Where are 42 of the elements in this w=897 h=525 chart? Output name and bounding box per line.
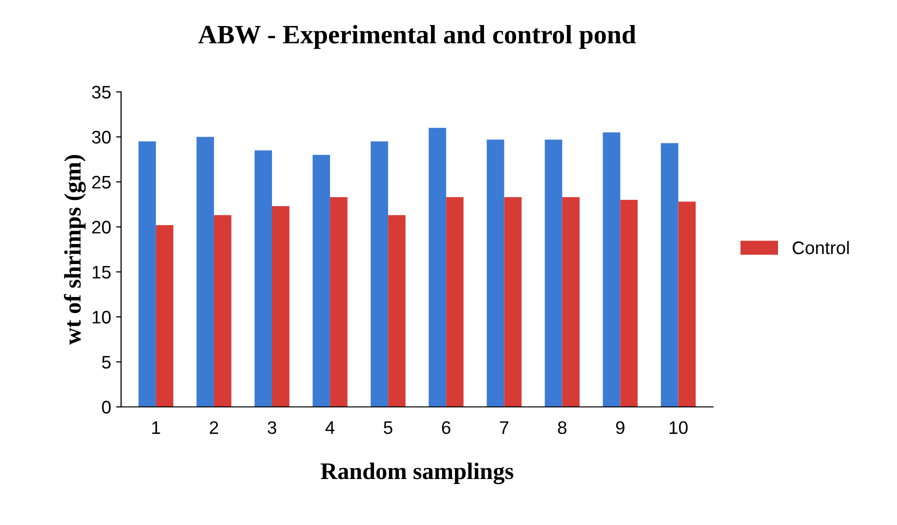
x-tick-label: 4 [325, 421, 335, 434]
bar [602, 132, 620, 407]
y-tick-label: 0 [102, 400, 111, 414]
bar [312, 154, 330, 407]
y-tick-label: 5 [102, 356, 111, 369]
bar [562, 197, 580, 407]
bar [330, 197, 348, 407]
bar [486, 140, 504, 407]
legend-label: Control [792, 240, 849, 254]
y-tick-label: 25 [92, 176, 111, 189]
y-tick-label: 30 [92, 130, 111, 144]
y-tick-label: 20 [92, 220, 111, 234]
x-tick-label: 10 [670, 421, 688, 434]
bar [388, 215, 406, 407]
bar [156, 225, 174, 407]
bar [196, 136, 214, 407]
bar [620, 200, 638, 407]
x-tick-label: 2 [210, 421, 218, 434]
chart-title: ABW - Experimental and control pond [198, 24, 636, 49]
bar [138, 141, 156, 407]
y-tick-label: 15 [92, 266, 111, 279]
bar [214, 215, 232, 407]
bar [428, 128, 446, 407]
bar [678, 202, 696, 407]
bar [504, 197, 522, 407]
bar [660, 143, 678, 407]
x-tick-label: 5 [384, 421, 392, 434]
bar [272, 206, 290, 407]
bar [544, 140, 562, 407]
x-tick-label: 1 [152, 421, 160, 434]
x-axis-title: Random samplings [320, 462, 514, 484]
y-tick-label: 10 [92, 310, 111, 324]
x-tick-label: 8 [558, 421, 566, 434]
x-tick-label: 7 [500, 421, 508, 434]
bar [370, 141, 388, 407]
bar [446, 197, 464, 407]
x-tick-label: 9 [616, 421, 624, 434]
y-axis-title: wt of shrimps (gm) [64, 154, 86, 345]
x-tick-label: 6 [442, 421, 450, 434]
bar [254, 150, 272, 407]
y-tick-label: 35 [92, 86, 111, 99]
x-tick-label: 3 [268, 421, 276, 434]
